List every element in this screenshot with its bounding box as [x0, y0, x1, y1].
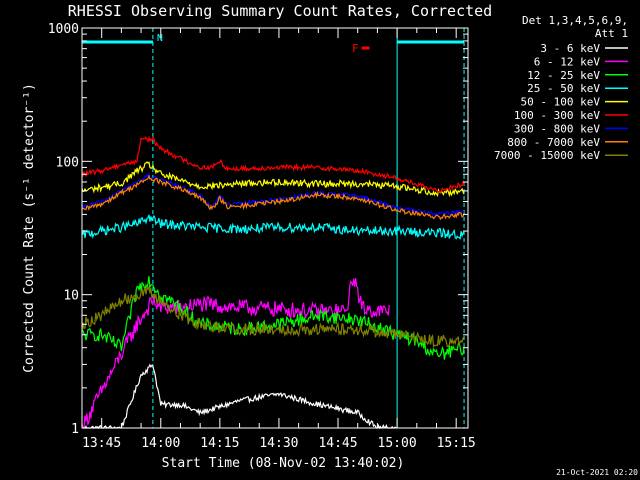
legend-entry-label: 12 - 25 keV [527, 69, 600, 82]
series-line-7 [81, 172, 465, 217]
legend-entry-label: 25 - 50 keV [527, 82, 600, 95]
x-tick-label: 13:45 [82, 436, 121, 451]
y-tick-label: 1 [71, 422, 79, 437]
legend-entry-label: 800 - 7000 keV [507, 136, 600, 149]
x-tick-label: 14:15 [200, 436, 239, 451]
y-tick-label: 10 [63, 289, 79, 304]
legend-header-line: Det 1,3,4,5,6,9, [522, 14, 628, 27]
chart-title: RHESSI Observing Summary Count Rates, Co… [68, 2, 492, 20]
y-tick-label: 100 [56, 155, 79, 170]
x-tick-label: 15:00 [378, 436, 417, 451]
x-ticks: 13:45 14:00 14:15 14:30 14:45 15:00 15:15 [81, 28, 476, 451]
series-line-8 [81, 174, 465, 221]
y-tick-label: 1000 [48, 22, 79, 37]
x-tick-label: 14:00 [141, 436, 180, 451]
series-line-4 [81, 214, 465, 240]
series-line-5 [81, 161, 465, 198]
x-tick-label: 15:15 [437, 436, 476, 451]
series-line-9 [81, 284, 465, 348]
legend-entry-label: 100 - 300 keV [514, 109, 600, 122]
flare-label: F [352, 42, 359, 55]
series-layer [81, 135, 465, 430]
series-line-2 [81, 278, 390, 429]
y-axis-label: Corrected Count Rate (s⁻¹ detector⁻¹) [22, 83, 37, 373]
legend-entry-label: 50 - 100 keV [521, 96, 601, 109]
y-ticks: 1 10 100 1000 [48, 22, 468, 437]
legend-entry-label: 7000 - 15000 keV [494, 149, 600, 162]
timestamp-label: 21-Oct-2021 02:20 [556, 468, 638, 477]
series-line-1 [81, 363, 398, 430]
x-tick-label: 14:45 [318, 436, 357, 451]
plot-frame [81, 27, 469, 429]
legend-header-line: Att 1 [595, 27, 628, 40]
legend-entry-label: 3 - 6 keV [540, 42, 600, 55]
flare-marker-layer: F [352, 42, 370, 55]
x-axis-label: Start Time (08-Nov-02 13:40:02) [162, 456, 405, 471]
legend-entry-label: 300 - 800 keV [514, 122, 600, 135]
night-label: N [157, 33, 163, 44]
legend-entry-label: 6 - 12 keV [534, 55, 601, 68]
x-tick-label: 14:30 [259, 436, 298, 451]
series-line-6 [81, 135, 465, 194]
